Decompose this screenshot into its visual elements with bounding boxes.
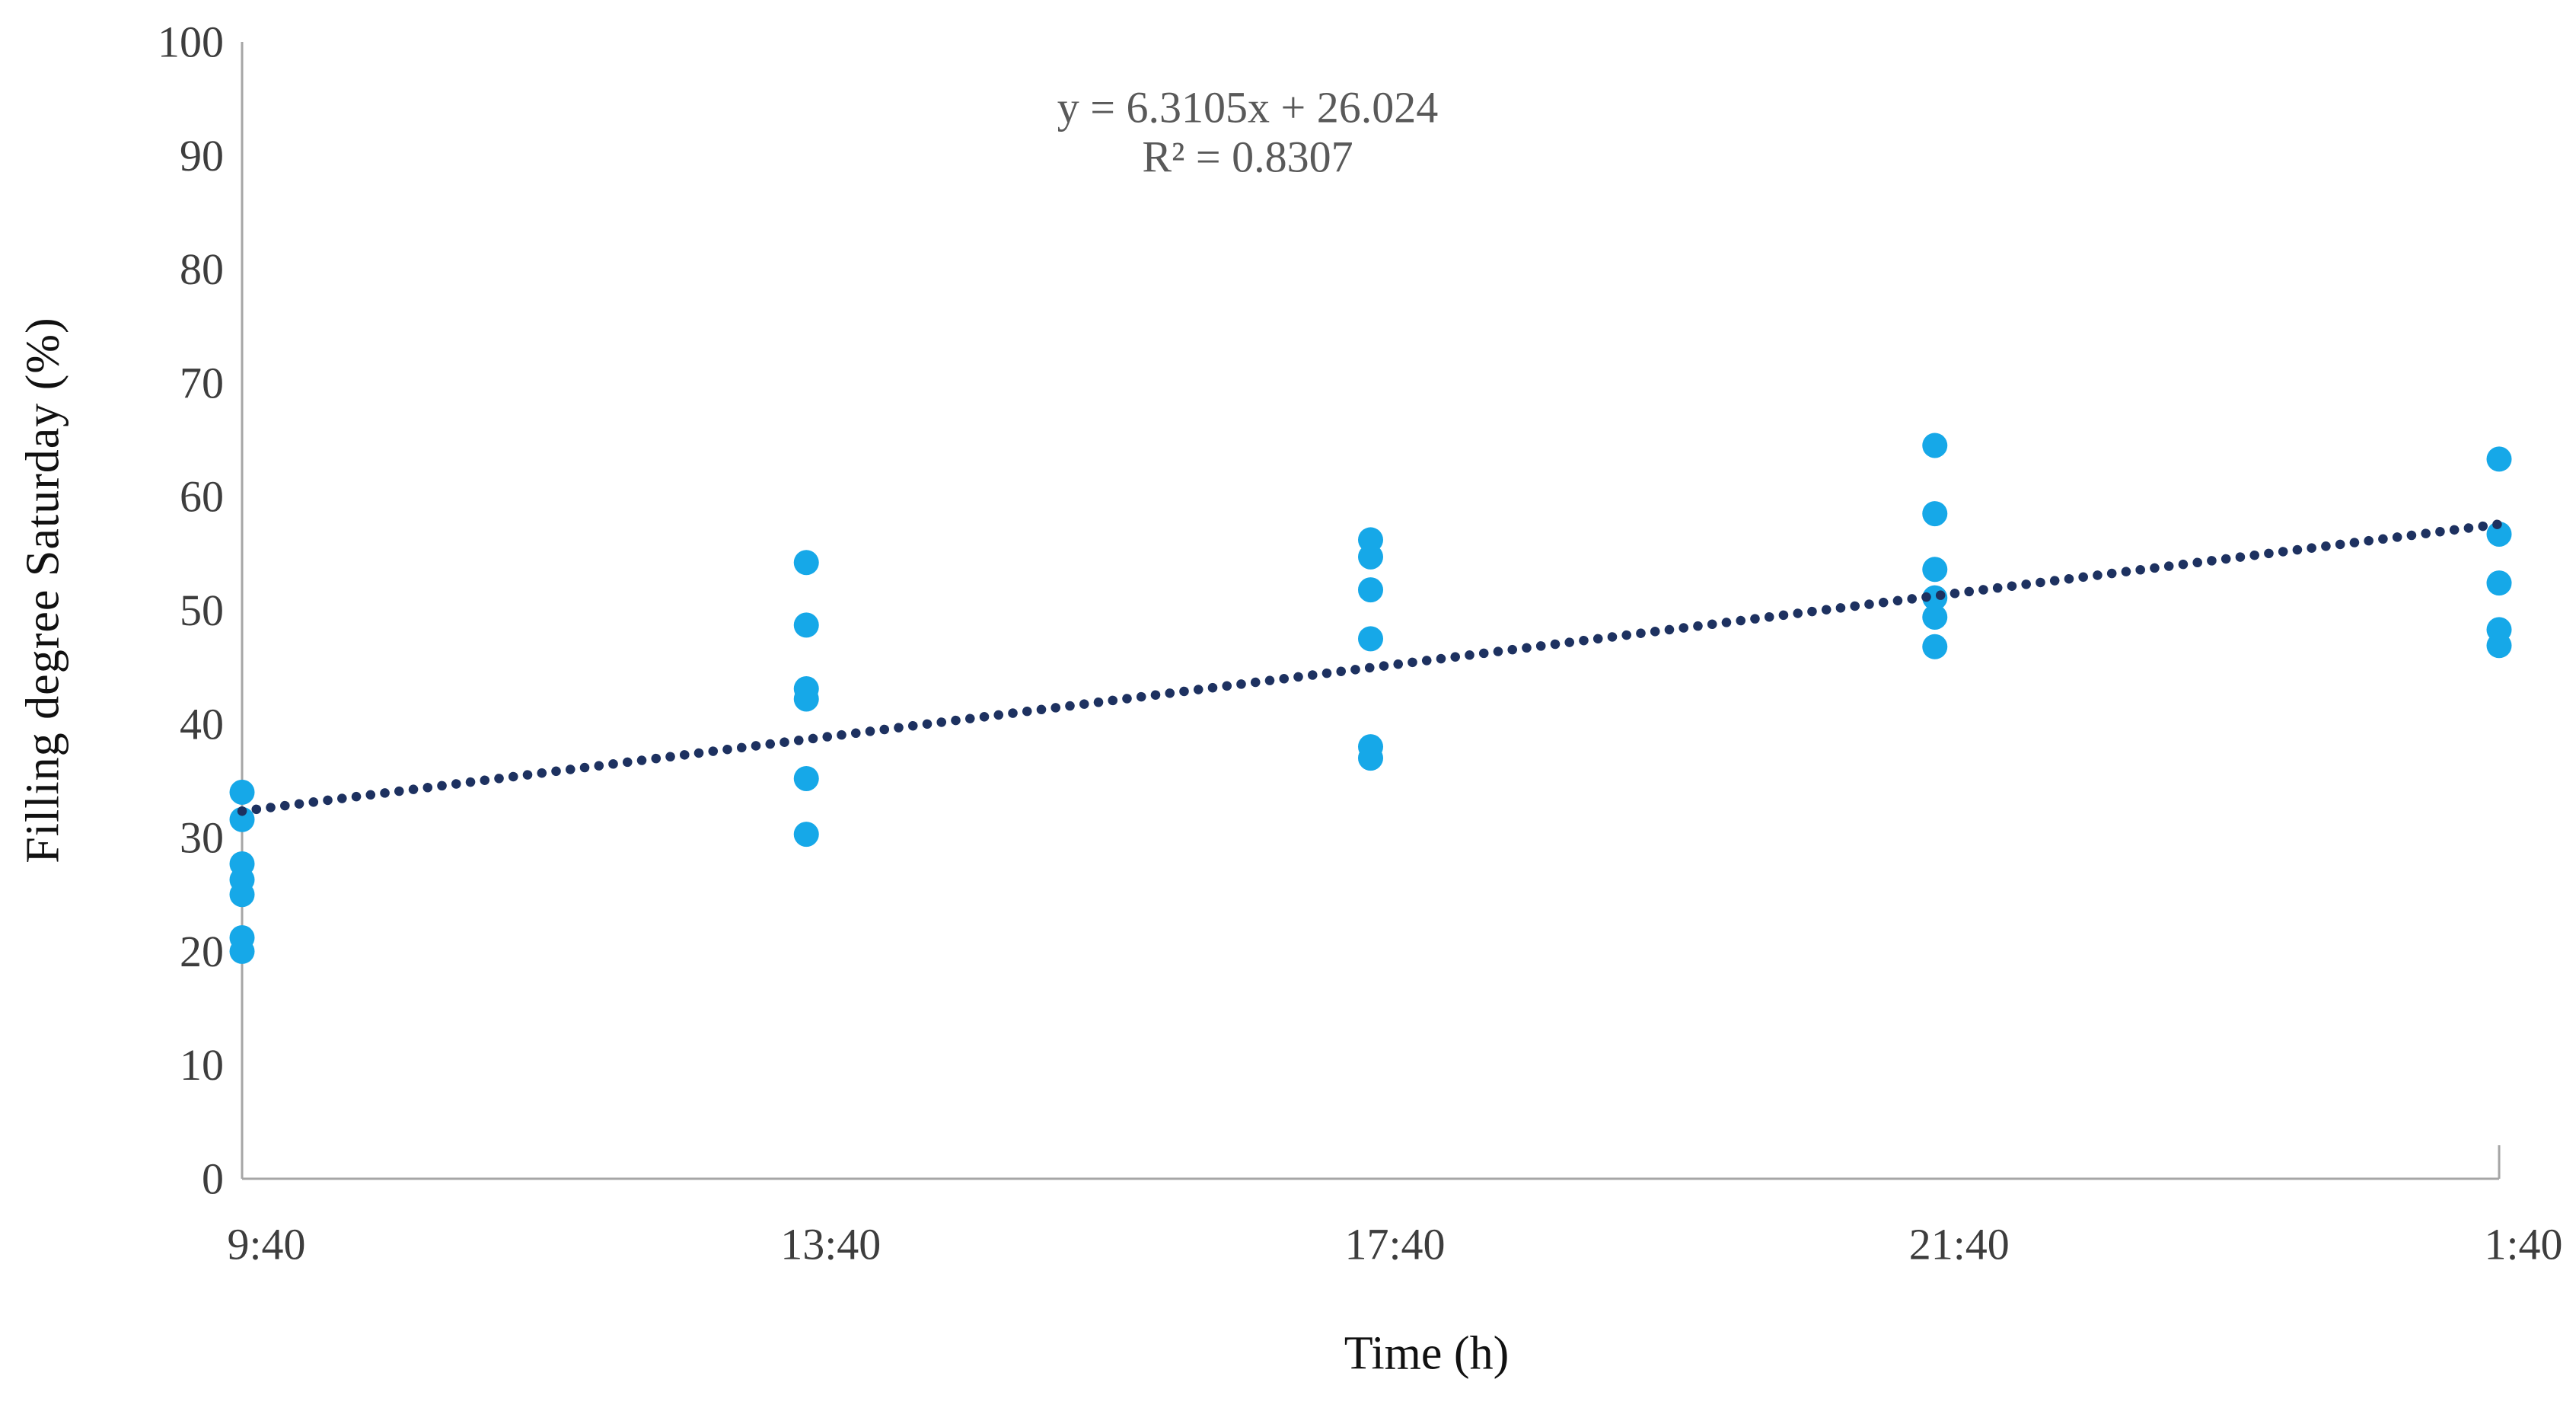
y-tick-label: 0 xyxy=(202,1154,224,1204)
scatter-point xyxy=(2486,521,2512,547)
scatter-point xyxy=(1358,626,1383,652)
scatter-point xyxy=(1922,604,1948,630)
scatter-point xyxy=(1922,634,1948,659)
y-tick-label: 80 xyxy=(180,244,224,294)
y-tick-label: 30 xyxy=(180,813,224,863)
scatter-point xyxy=(229,882,255,908)
scatter-point xyxy=(793,612,819,638)
scatter-point xyxy=(793,765,819,791)
scatter-point xyxy=(1358,544,1383,570)
y-tick-label: 50 xyxy=(180,586,224,635)
y-tick-label: 90 xyxy=(180,131,224,180)
x-axis-title: Time (h) xyxy=(1344,1327,1510,1380)
scatter-point xyxy=(1358,745,1383,771)
scatter-point xyxy=(793,686,819,712)
x-tick-label: 13:40 xyxy=(780,1220,881,1269)
scatter-point xyxy=(2486,570,2512,596)
scatter-point xyxy=(229,938,255,964)
x-tick-label: 21:40 xyxy=(1909,1220,2010,1269)
scatter-point xyxy=(1922,501,1948,527)
scatter-point xyxy=(229,806,255,832)
x-tick-label: 17:40 xyxy=(1344,1220,1445,1269)
scatter-point xyxy=(1358,577,1383,603)
x-tick-label: 9:40 xyxy=(227,1220,305,1269)
y-tick-label: 40 xyxy=(180,699,224,749)
y-tick-label: 20 xyxy=(180,927,224,976)
trendline-r-squared-label: R² = 0.8307 xyxy=(1142,132,1353,182)
scatter-point xyxy=(793,550,819,576)
scatter-point xyxy=(1922,557,1948,583)
trendline-equation-label: y = 6.3105x + 26.024 xyxy=(1057,82,1439,132)
y-tick-label: 10 xyxy=(180,1040,224,1090)
scatter-point xyxy=(2486,633,2512,659)
scatter-point xyxy=(793,822,819,848)
y-axis-title: Filling degree Saturday (%) xyxy=(17,317,69,864)
scatter-point xyxy=(229,779,255,805)
scatter-point xyxy=(1922,433,1948,458)
x-tick-label: 1:40 xyxy=(2484,1220,2562,1269)
scatter-point xyxy=(2486,446,2512,472)
y-tick-label: 100 xyxy=(158,18,224,67)
y-tick-label: 70 xyxy=(180,358,224,407)
trendline xyxy=(237,519,2504,816)
y-tick-label: 60 xyxy=(180,472,224,522)
